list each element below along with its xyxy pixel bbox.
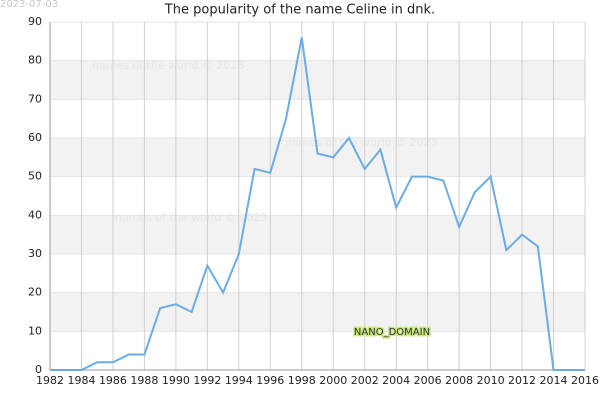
x-tick-label: 1998 xyxy=(288,374,316,387)
y-tick-label: 90 xyxy=(28,15,42,28)
x-tick-label: 2016 xyxy=(571,374,599,387)
y-tick-label: 0 xyxy=(35,363,42,376)
x-tick-label: 2012 xyxy=(508,374,536,387)
chart-title: The popularity of the name Celine in dnk… xyxy=(164,3,435,18)
y-tick-label: 60 xyxy=(28,131,42,144)
x-tick-label: 2000 xyxy=(319,374,347,387)
x-tick-label: 1986 xyxy=(99,374,127,387)
x-tick-label: 2004 xyxy=(382,374,410,387)
band xyxy=(50,138,585,177)
y-tick-label: 30 xyxy=(28,247,42,260)
y-tick-label: 50 xyxy=(28,170,42,183)
x-tick-label: 1990 xyxy=(162,374,190,387)
watermark: names of the world © 2023 xyxy=(115,211,267,224)
watermark: names of the world © 2023 xyxy=(92,59,244,72)
band xyxy=(50,215,585,254)
y-tick-label: 10 xyxy=(28,324,42,337)
band xyxy=(50,60,585,100)
y-tick-label: 40 xyxy=(28,208,42,221)
x-tick-label: 1988 xyxy=(130,374,158,387)
x-tick-label: 1984 xyxy=(67,374,95,387)
x-tick-label: 2014 xyxy=(540,374,568,387)
x-tick-label: 2006 xyxy=(414,374,442,387)
y-tick-label: 20 xyxy=(28,286,42,299)
watermark: names of the world © 2023 xyxy=(285,136,437,149)
y-tick-label: 80 xyxy=(28,54,42,67)
x-tick-label: 1982 xyxy=(36,374,64,387)
band xyxy=(50,292,585,332)
x-tick-label: 2008 xyxy=(445,374,473,387)
y-tick-label: 70 xyxy=(28,92,42,105)
x-tick-label: 2010 xyxy=(477,374,505,387)
annotation: NANO_DOMAIN xyxy=(354,327,430,338)
date-stamp: 2023-07-03 xyxy=(0,0,58,10)
line xyxy=(50,37,585,371)
x-tick-label: 1994 xyxy=(225,374,253,387)
x-tick-label: 2002 xyxy=(351,374,379,387)
x-tick-label: 1992 xyxy=(193,374,221,387)
x-tick-label: 1996 xyxy=(256,374,284,387)
